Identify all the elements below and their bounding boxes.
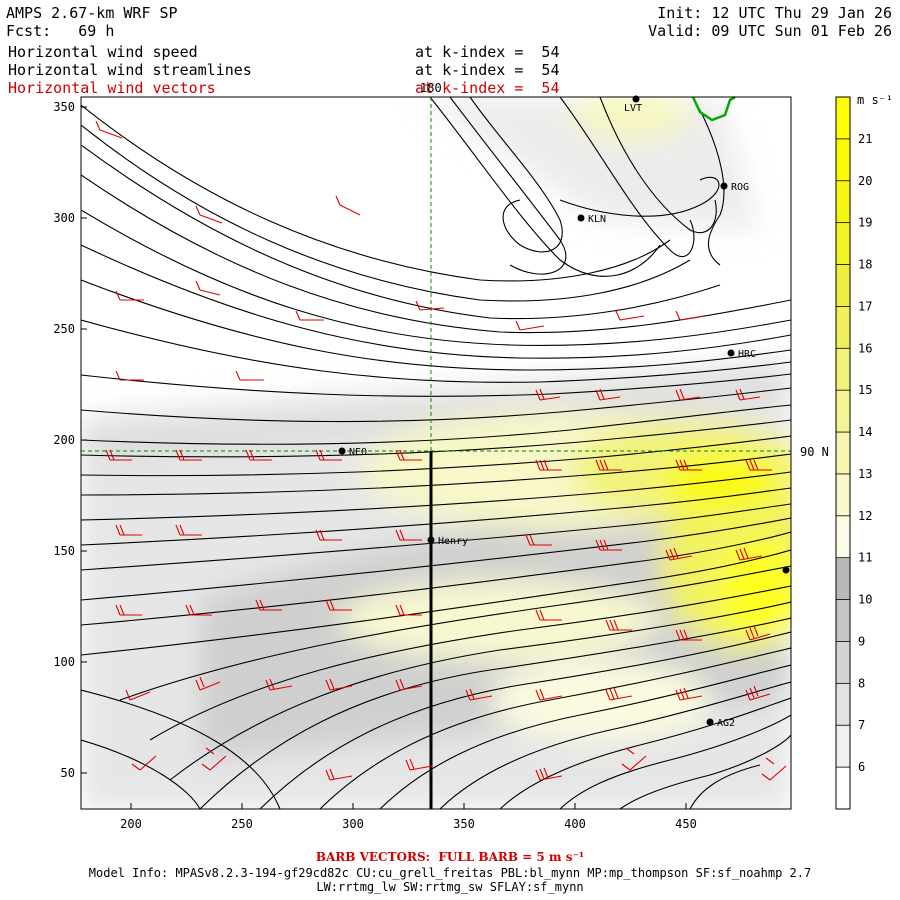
svg-text:ROG: ROG	[731, 182, 749, 193]
colorbar-level-label: 18	[858, 258, 872, 272]
forecast-hour: Fcst: 69 h	[6, 22, 115, 40]
colorbar-level-label: 6	[858, 760, 865, 774]
station-henry: Henry	[427, 536, 468, 547]
colorbar: m s⁻¹ 6 7 8 9 10 11 12 13 14 15 16 17 18 19 20 21	[835, 93, 893, 810]
colorbar-level-label: 21	[858, 132, 872, 146]
colorbar-level-label: 15	[858, 383, 872, 397]
colorbar-level-label: 17	[858, 299, 872, 313]
colorbar-unit: m s⁻¹	[857, 93, 893, 107]
field-name-3: Horizontal wind vectors	[8, 79, 216, 97]
colorbar-level-label: 11	[858, 551, 872, 565]
x-tick-label: 400	[564, 817, 586, 831]
colorbar-swatch	[836, 306, 850, 349]
colorbar-level-label: 7	[858, 718, 865, 732]
station-kln: KLN	[577, 214, 606, 225]
colorbar-swatch	[836, 599, 850, 642]
svg-text:HRC: HRC	[738, 349, 756, 360]
y-tick-label: 100	[53, 655, 75, 669]
wind-barbs	[95, 120, 787, 781]
title: AMPS 2.67-km WRF SP	[6, 4, 178, 22]
colorbar-swatch	[836, 725, 850, 768]
y-tick-label: 300	[53, 211, 75, 225]
x-tick-label: 450	[675, 817, 697, 831]
field-name-2: Horizontal wind streamlines	[8, 61, 252, 79]
svg-text:AG2: AG2	[717, 718, 735, 729]
colorbar-swatch	[836, 473, 850, 517]
colorbar-swatch	[836, 683, 850, 726]
field-level-1: at k-index = 54	[415, 43, 560, 61]
stations: LVT ROG KLN HRC NEO Henry AG2	[338, 95, 790, 729]
valid-time: Valid: 09 UTC Sun 01 Feb 26	[648, 22, 892, 40]
colorbar-level-label: 12	[858, 509, 872, 523]
colorbar-swatch	[836, 432, 850, 475]
colorbar-swatch	[836, 348, 850, 391]
barb-note: BARB VECTORS: FULL BARB = 5 m s⁻¹	[315, 850, 585, 864]
colorbar-swatch	[836, 138, 850, 182]
station-neo: NEO	[338, 447, 367, 458]
colorbar-swatch	[836, 390, 850, 433]
field-name-1: Horizontal wind speed	[8, 43, 198, 61]
plot-frame	[80, 96, 792, 810]
y-tick-label: 50	[61, 766, 75, 780]
init-time: Init: 12 UTC Thu 29 Jan 26	[657, 4, 892, 22]
field-level-2: at k-index = 54	[415, 61, 560, 79]
colorbar-level-label: 14	[858, 425, 872, 439]
colorbar-level-label: 19	[858, 216, 872, 230]
colorbar-swatch	[836, 515, 850, 559]
colorbar-level-label: 16	[858, 341, 872, 355]
wind-map: LVT ROG KLN HRC NEO Henry AG2 180	[53, 81, 893, 831]
streamlines	[81, 97, 791, 809]
colorbar-swatch	[836, 767, 850, 810]
svg-text:LVT: LVT	[624, 103, 642, 114]
colorbar-swatch	[836, 557, 850, 601]
x-tick-label: 200	[120, 817, 142, 831]
svg-text:KLN: KLN	[588, 214, 606, 225]
station-east-edge	[782, 566, 790, 574]
colorbar-swatch	[836, 180, 850, 224]
grid-guides	[81, 97, 791, 809]
colorbar-level-label: 20	[858, 174, 872, 188]
model-info-1: Model Info: MPASv8.2.3-194-gf29cd82c CU:…	[88, 866, 812, 880]
colorbar-swatch	[836, 264, 850, 307]
latitude-label: 90 N	[800, 445, 829, 459]
x-tick-label: 300	[342, 817, 364, 831]
svg-text:Henry: Henry	[438, 536, 468, 547]
field-level-3: at k-index = 54	[415, 79, 560, 97]
meridian-label: 180	[420, 81, 442, 95]
colorbar-level-label: 13	[858, 467, 872, 481]
station-hrc: HRC	[727, 349, 756, 360]
coastline	[691, 95, 736, 122]
y-tick-label: 350	[53, 100, 75, 114]
x-tick-label: 350	[453, 817, 475, 831]
colorbar-swatch	[836, 641, 850, 684]
y-tick-label: 200	[53, 433, 75, 447]
station-ag2: AG2	[706, 718, 735, 729]
y-axis	[81, 106, 87, 774]
y-tick-label: 150	[53, 544, 75, 558]
colorbar-swatch	[836, 97, 850, 140]
colorbar-level-label: 9	[858, 634, 865, 648]
svg-text:NEO: NEO	[349, 447, 367, 458]
x-tick-label: 250	[231, 817, 253, 831]
colorbar-swatch	[836, 222, 850, 266]
y-tick-label: 250	[53, 322, 75, 336]
colorbar-level-label: 8	[858, 676, 865, 690]
model-info-2: LW:rrtmg_lw SW:rrtmg_sw SFLAY:sf_mynn	[316, 880, 584, 894]
station-rog: ROG	[720, 182, 749, 193]
colorbar-level-label: 10	[858, 593, 872, 607]
x-axis	[130, 803, 687, 809]
